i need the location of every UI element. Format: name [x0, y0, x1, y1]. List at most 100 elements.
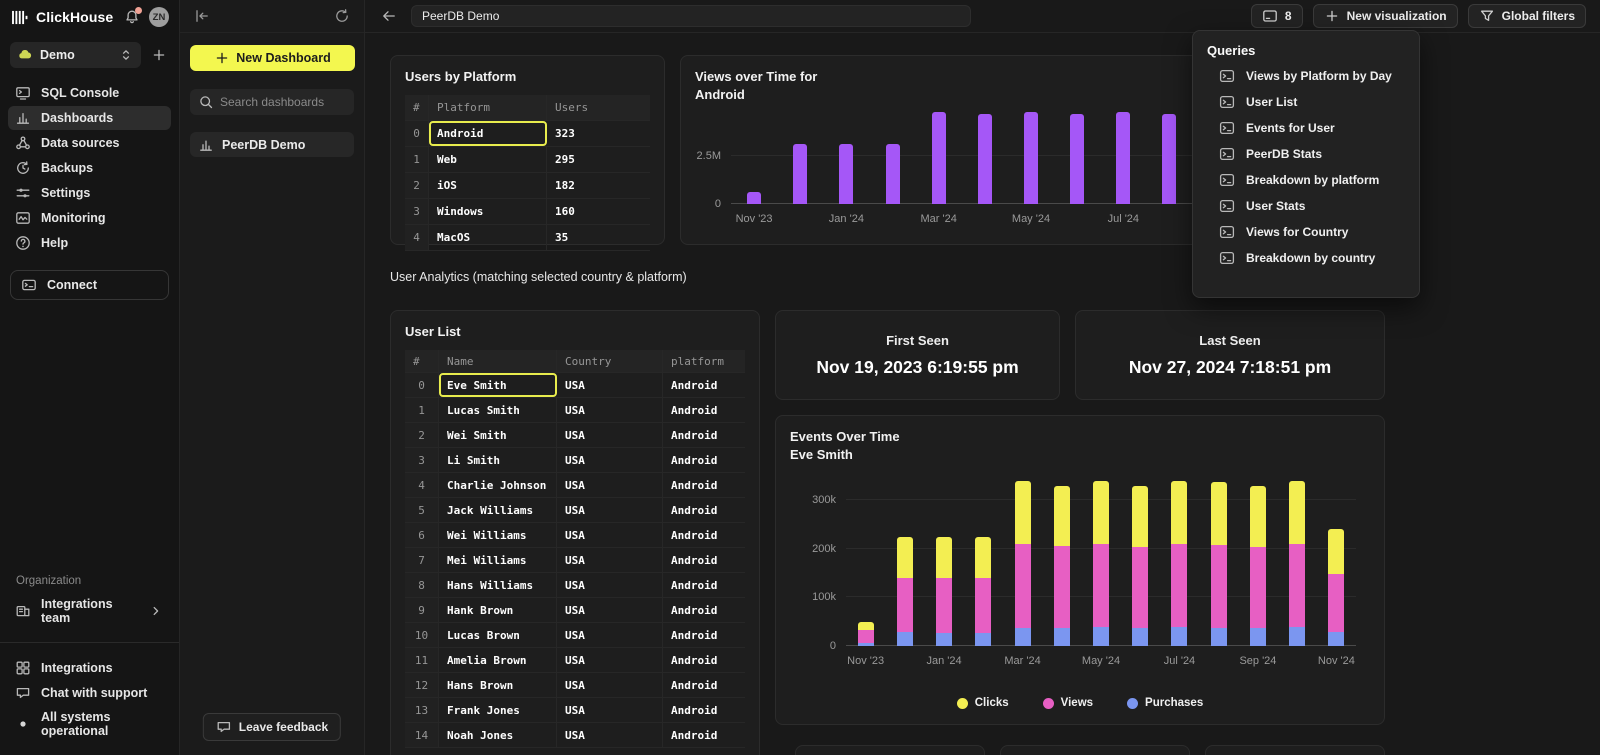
sidebar-item-sql-console[interactable]: SQL Console [8, 81, 171, 105]
table-cell[interactable]: 323 [547, 121, 650, 146]
table-cell[interactable]: Wei Williams [439, 523, 557, 547]
stacked-bar-mar-24[interactable] [1015, 481, 1031, 646]
table-cell[interactable]: Frank Jones [439, 698, 557, 722]
table-cell[interactable]: Android [663, 448, 745, 472]
table-cell[interactable]: USA [557, 398, 663, 422]
table-cell[interactable]: USA [557, 498, 663, 522]
table-cell[interactable]: Android [663, 473, 745, 497]
sidebar-item-integrations-team[interactable]: Integrations team [8, 593, 171, 629]
dashboard-title-input[interactable] [411, 5, 971, 27]
table-cell[interactable]: 3 [405, 448, 439, 472]
table-cell[interactable]: USA [557, 698, 663, 722]
bar-apr-24[interactable] [978, 114, 992, 204]
workspace-select[interactable]: Demo [10, 42, 141, 68]
table-cell[interactable]: Web [429, 147, 547, 172]
table-cell[interactable]: 5 [405, 498, 439, 522]
table-cell[interactable]: Mei Williams [439, 548, 557, 572]
sidebar-item-help[interactable]: Help [8, 231, 171, 255]
table-cell[interactable]: 11 [405, 648, 439, 672]
stacked-bar-jul-24[interactable] [1171, 481, 1187, 646]
table-cell[interactable]: 13 [405, 698, 439, 722]
table-cell[interactable]: Android [663, 573, 745, 597]
bar-nov-23[interactable] [747, 192, 761, 204]
table-cell[interactable]: 295 [547, 147, 650, 172]
global-filters-button[interactable]: Global filters [1468, 4, 1586, 28]
table-cell[interactable]: 6 [405, 523, 439, 547]
table-cell[interactable]: Charlie Johnson [439, 473, 557, 497]
table-cell[interactable]: Windows [429, 199, 547, 224]
stacked-bar-sep-24[interactable] [1250, 486, 1266, 646]
notifications-bell-icon[interactable] [124, 9, 140, 25]
query-item-events-for-user[interactable]: Events for User [1207, 115, 1405, 141]
table-cell[interactable]: 10 [405, 623, 439, 647]
table-cell[interactable]: 7 [405, 548, 439, 572]
table-cell[interactable]: USA [557, 723, 663, 747]
table-cell[interactable]: MacOS [429, 225, 547, 250]
query-item-breakdown-by-country[interactable]: Breakdown by country [1207, 245, 1405, 271]
stacked-bar-oct-24[interactable] [1289, 481, 1305, 646]
sidebar-item-backups[interactable]: Backups [8, 156, 171, 180]
table-cell[interactable]: Lucas Brown [439, 623, 557, 647]
table-cell[interactable]: iOS [429, 173, 547, 198]
dashboard-list-item-peerdb-demo[interactable]: PeerDB Demo [190, 132, 354, 157]
table-cell[interactable]: Android [663, 373, 745, 397]
stacked-bar-dec-23[interactable] [897, 537, 913, 646]
stacked-bar-nov-24[interactable] [1328, 529, 1344, 646]
table-cell[interactable]: 0 [405, 121, 429, 146]
table-cell[interactable]: 2 [405, 173, 429, 198]
table-cell[interactable]: 4 [405, 225, 429, 250]
sidebar-footer-item-all-systems-operational[interactable]: All systems operational [8, 706, 171, 742]
table-cell[interactable]: USA [557, 448, 663, 472]
table-cell[interactable]: Amelia Brown [439, 648, 557, 672]
stacked-bar-aug-24[interactable] [1211, 482, 1227, 646]
query-item-views-for-country[interactable]: Views for Country [1207, 219, 1405, 245]
sidebar-footer-item-chat-with-support[interactable]: Chat with support [8, 681, 171, 705]
refresh-icon[interactable] [332, 6, 352, 26]
stacked-bar-jun-24[interactable] [1132, 486, 1148, 646]
back-button[interactable] [379, 6, 399, 26]
table-cell[interactable]: 4 [405, 473, 439, 497]
table-cell[interactable]: 2 [405, 423, 439, 447]
table-cell[interactable]: Android [663, 623, 745, 647]
table-cell[interactable]: Android [663, 598, 745, 622]
table-cell[interactable]: 35 [547, 225, 650, 250]
add-service-button[interactable] [149, 45, 169, 65]
stacked-bar-may-24[interactable] [1093, 481, 1109, 646]
query-item-breakdown-by-platform[interactable]: Breakdown by platform [1207, 167, 1405, 193]
table-cell[interactable]: Lucas Smith [439, 398, 557, 422]
bar-aug-24[interactable] [1162, 114, 1176, 204]
bar-jun-24[interactable] [1070, 114, 1084, 204]
table-cell[interactable]: Android [429, 121, 547, 146]
table-cell[interactable]: Li Smith [439, 448, 557, 472]
stacked-bar-feb-24[interactable] [975, 537, 991, 646]
clickhouse-logo[interactable]: ClickHouse [12, 9, 113, 25]
table-cell[interactable]: Eve Smith [439, 373, 557, 397]
table-cell[interactable]: Android [663, 673, 745, 697]
table-cell[interactable]: USA [557, 473, 663, 497]
bar-feb-24[interactable] [886, 144, 900, 204]
table-cell[interactable]: Android [663, 498, 745, 522]
bar-dec-23[interactable] [793, 144, 807, 204]
table-cell[interactable]: 1 [405, 398, 439, 422]
bar-jul-24[interactable] [1116, 112, 1130, 204]
stacked-bar-apr-24[interactable] [1054, 486, 1070, 646]
table-cell[interactable]: USA [557, 673, 663, 697]
collapse-panel-icon[interactable] [192, 6, 212, 26]
table-cell[interactable]: Android [663, 423, 745, 447]
sidebar-item-settings[interactable]: Settings [8, 181, 171, 205]
table-cell[interactable]: 3 [405, 199, 429, 224]
search-dashboards-input[interactable] [220, 95, 346, 109]
table-cell[interactable]: USA [557, 523, 663, 547]
table-cell[interactable]: USA [557, 548, 663, 572]
table-cell[interactable]: 160 [547, 199, 650, 224]
bar-may-24[interactable] [1024, 112, 1038, 204]
query-item-peerdb-stats[interactable]: PeerDB Stats [1207, 141, 1405, 167]
table-cell[interactable]: USA [557, 373, 663, 397]
query-item-views-by-platform-by-day[interactable]: Views by Platform by Day [1207, 63, 1405, 89]
new-visualization-button[interactable]: New visualization [1313, 4, 1458, 28]
query-item-user-list[interactable]: User List [1207, 89, 1405, 115]
table-cell[interactable]: Android [663, 723, 745, 747]
connect-button[interactable]: Connect [10, 270, 169, 300]
table-cell[interactable]: USA [557, 573, 663, 597]
sidebar-item-dashboards[interactable]: Dashboards [8, 106, 171, 130]
